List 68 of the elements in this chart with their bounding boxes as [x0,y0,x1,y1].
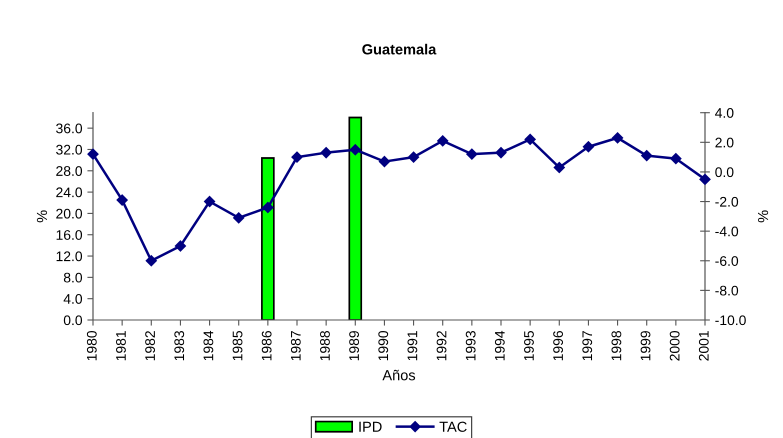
point [174,240,186,252]
point [670,152,682,164]
x-tick-label: 1985 [232,330,242,360]
x-tick-label: 1988 [320,331,330,360]
x-tick-label: 1981 [116,331,126,360]
y-tick-label: 8.0 [64,272,82,283]
x-tick-label: 1983 [174,331,184,360]
legend-label: TAC [440,422,467,432]
point [408,152,420,163]
x-tick-label: 1992 [436,331,446,360]
point [582,141,594,152]
y2-tick-label: -8.0 [715,286,738,296]
point [116,194,128,206]
y2-tick-label: -2.0 [715,196,738,207]
x-tick-label: 1990 [378,330,388,360]
chart-title: Guatemala [362,44,436,55]
y2-tick-label: -10.0 [715,315,746,326]
x-tick-label: 1980 [86,330,97,360]
y2-tick-label: -4.0 [715,226,738,236]
y-tick-label: 32.0 [56,144,82,155]
x-tick-label: 1993 [466,331,476,360]
y2-tick-label: 4.0 [715,108,734,118]
y2-tick-label: 0.0 [715,167,734,178]
x-tick-label: 1994 [494,330,505,360]
point [350,144,361,156]
x-tick-label: 2000 [670,330,680,361]
legend-label: IPD [359,422,382,432]
x-tick-label: 1998 [611,331,622,360]
y-tick-label: 28.0 [56,166,82,176]
point [466,148,478,160]
point [554,162,565,174]
y-tick-label: 4.0 [64,294,82,304]
point [262,202,274,214]
y-tick-label: 0.0 [64,315,82,326]
x-tick-label: 1991 [407,331,418,360]
point [320,147,332,158]
y-tick-label: 36.0 [56,123,82,134]
y2-tick-label: 2.0 [715,138,734,148]
x-tick-label: 1982 [145,331,156,360]
x-tick-label: 1984 [203,330,214,360]
x-tick-label: 1986 [262,331,272,360]
y-tick-label: 12.0 [56,251,82,262]
y2-axis-title: % [758,210,768,222]
point [146,255,157,266]
x-tick-label: 1997 [582,331,592,360]
x-tick-label: 1995 [524,330,534,360]
point [641,150,652,162]
point [233,212,244,224]
point [378,156,390,168]
y2-tick-label: -6.0 [715,256,738,266]
x-tick-label: 1999 [640,331,650,360]
x-axis-title: Años [382,370,416,380]
point [524,134,536,145]
x-tick-label: 1989 [349,331,360,360]
point [437,135,448,146]
point [87,148,99,160]
point [495,147,507,158]
point [699,174,711,185]
y-axis-title: % [36,210,48,222]
point [204,196,216,208]
y-tick-label: 24.0 [56,187,82,198]
point [612,132,624,144]
x-tick-label: 1987 [290,331,301,360]
y-tick-label: 16.0 [56,230,82,240]
x-tick-label: 1996 [553,331,564,360]
point [291,152,303,163]
x-tick-label: 2001 [698,331,709,361]
y-tick-label: 20.0 [56,208,82,219]
